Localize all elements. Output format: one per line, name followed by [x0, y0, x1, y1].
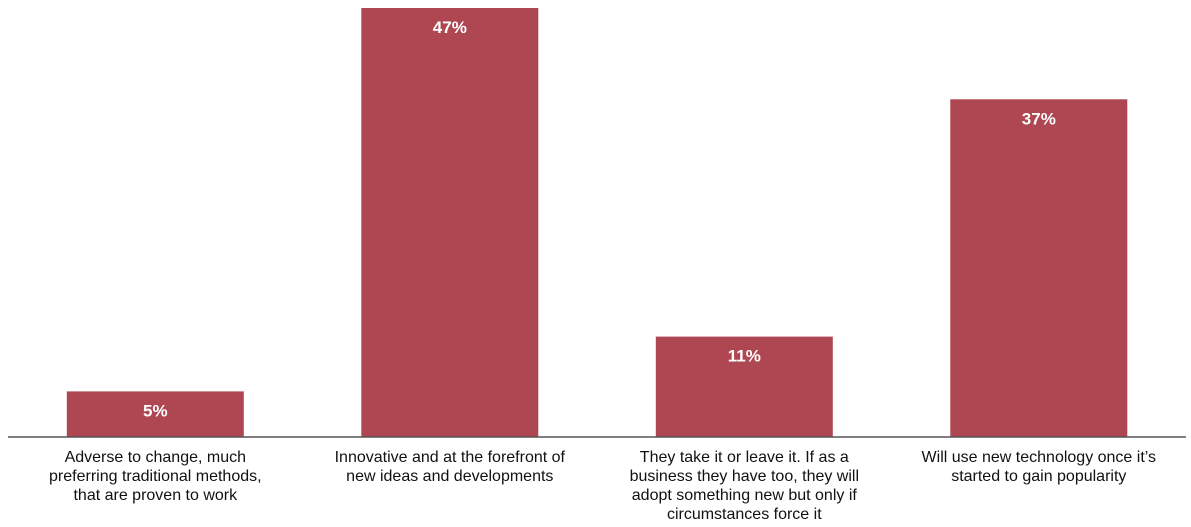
bar-value-label-1: 5% — [143, 401, 168, 420]
category-label-line: that are proven to work — [73, 487, 238, 504]
category-label-4: Will use new technology once it’s started… — [922, 449, 1157, 485]
bar-3 — [655, 336, 833, 437]
bars-group — [66, 8, 1128, 438]
category-label-1: Adverse to change, much preferring tradit… — [49, 449, 262, 504]
category-label-line: Adverse to change, much — [65, 449, 246, 466]
bar-value-label-2: 47% — [433, 18, 467, 37]
bar-2 — [361, 8, 539, 437]
category-label-line: They take it or leave it. If as a — [640, 449, 849, 466]
bar-1 — [66, 391, 244, 437]
bar-4 — [950, 99, 1128, 438]
category-label-line: preferring traditional methods, — [49, 468, 262, 485]
category-label-line: started to gain popularity — [951, 468, 1126, 485]
value-labels-group: 5% 47% 11% 37% — [143, 18, 1056, 420]
category-label-line: circumstances force it — [667, 506, 822, 523]
category-labels-group: Adverse to change, much preferring tradit… — [49, 449, 1156, 523]
category-label-3: They take it or leave it. If as a busines… — [630, 449, 859, 523]
category-label-line: business they have too, they will — [630, 468, 859, 485]
category-label-line: Will use new technology once it’s — [922, 449, 1157, 466]
bar-value-label-4: 37% — [1022, 109, 1056, 128]
category-label-line: adopt something new but only if — [632, 487, 858, 504]
category-label-line: Innovative and at the forefront of — [335, 449, 566, 466]
category-label-line: new ideas and developments — [346, 468, 553, 485]
bar-value-label-3: 11% — [728, 347, 761, 366]
category-label-2: Innovative and at the forefront of new id… — [335, 449, 566, 485]
